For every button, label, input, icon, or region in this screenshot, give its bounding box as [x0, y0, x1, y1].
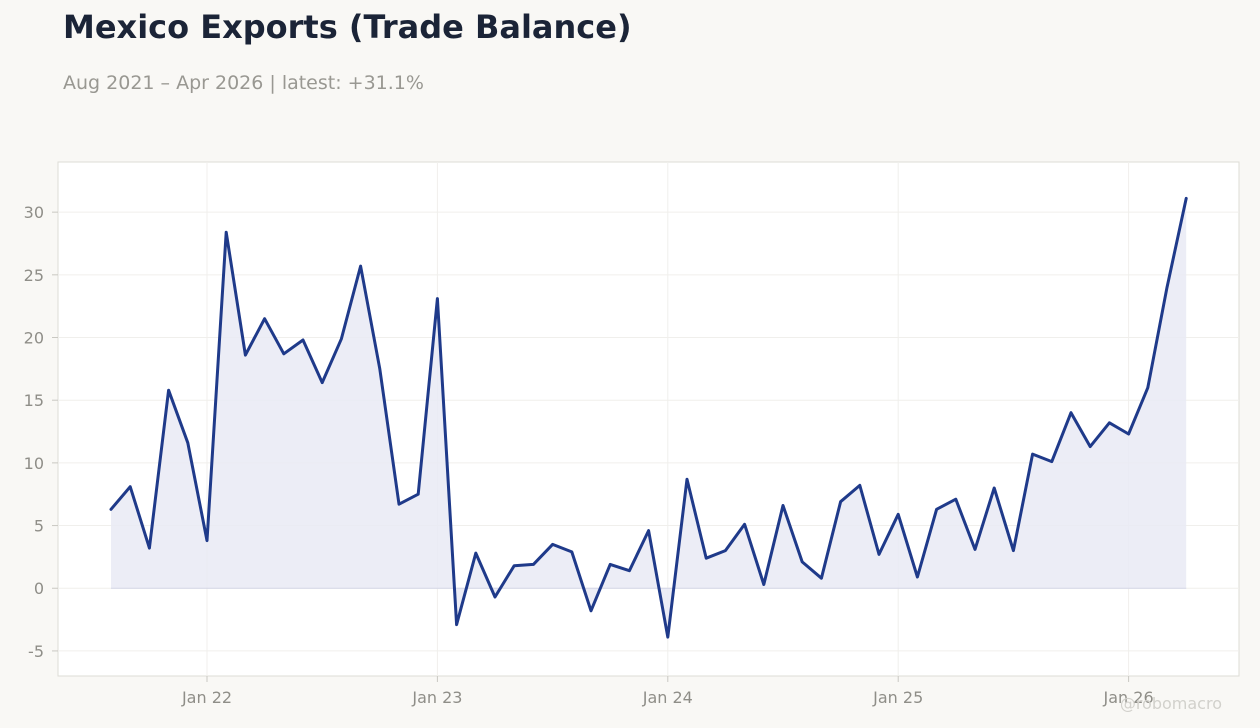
- y-tick-label: 25: [24, 266, 44, 285]
- data-point: [666, 635, 669, 639]
- data-point: [1089, 445, 1092, 448]
- x-tick-label: Jan 25: [872, 688, 923, 707]
- data-point: [513, 564, 516, 567]
- data-point: [493, 595, 497, 599]
- data-point: [839, 500, 842, 503]
- series-points: [109, 197, 1188, 639]
- data-point: [417, 493, 420, 496]
- data-point: [1108, 421, 1111, 424]
- y-tick-label: 15: [24, 391, 44, 410]
- chart-subtitle: Aug 2021 – Apr 2026 | latest: +31.1%: [63, 72, 424, 94]
- data-point: [263, 317, 266, 320]
- data-point: [186, 441, 189, 445]
- data-point: [321, 381, 324, 384]
- chart-title: Mexico Exports (Trade Balance): [63, 8, 632, 46]
- y-axis: -5 0 5 10 15 20 25 30: [24, 203, 58, 661]
- data-point: [167, 388, 170, 392]
- data-point: [647, 529, 650, 532]
- x-tick-label: Jan 24: [642, 688, 693, 707]
- data-point: [820, 577, 823, 580]
- data-point: [973, 548, 977, 551]
- data-point: [109, 508, 113, 511]
- watermark: @robomacro: [1119, 694, 1222, 713]
- data-point: [378, 367, 381, 371]
- data-point: [609, 563, 612, 566]
- data-point: [685, 477, 689, 481]
- data-point: [148, 546, 151, 550]
- data-point: [397, 503, 401, 506]
- y-tick-label: 20: [24, 329, 44, 348]
- data-point: [935, 508, 938, 511]
- data-point: [724, 549, 727, 552]
- data-point: [589, 609, 593, 613]
- y-tick-label: 5: [34, 517, 44, 536]
- data-point: [205, 539, 209, 542]
- data-point: [1127, 432, 1130, 436]
- y-tick-label: -5: [28, 642, 44, 661]
- data-point: [1031, 452, 1034, 456]
- data-point: [858, 484, 861, 487]
- data-point: [474, 551, 477, 555]
- data-point: [340, 337, 343, 340]
- data-point: [897, 513, 900, 516]
- y-tick-label: 10: [24, 454, 44, 473]
- data-point: [225, 231, 228, 234]
- data-point: [129, 485, 132, 488]
- data-point: [244, 353, 247, 357]
- data-point: [551, 543, 554, 546]
- data-point: [532, 563, 535, 566]
- data-point: [282, 352, 285, 356]
- data-point: [570, 550, 573, 554]
- data-point: [436, 297, 439, 300]
- y-tick-label: 0: [34, 579, 44, 598]
- data-point: [628, 569, 631, 572]
- data-point: [1069, 411, 1073, 414]
- data-point: [1185, 197, 1188, 200]
- data-point: [1050, 460, 1054, 463]
- data-point: [455, 623, 458, 626]
- data-point: [762, 583, 765, 586]
- y-tick-label: 30: [24, 203, 44, 222]
- data-point: [954, 498, 957, 501]
- x-tick-label: Jan 23: [411, 688, 462, 707]
- data-point: [743, 523, 746, 526]
- x-tick-label: Jan 26: [1103, 688, 1154, 707]
- data-point: [916, 575, 919, 579]
- data-point: [1146, 386, 1150, 389]
- data-point: [801, 560, 804, 564]
- data-point: [877, 553, 881, 556]
- data-point: [993, 486, 996, 490]
- data-point: [705, 556, 708, 560]
- data-point: [359, 264, 362, 268]
- x-tick-label: Jan 22: [181, 688, 232, 707]
- series-area: [111, 198, 1187, 638]
- data-point: [1012, 549, 1015, 552]
- data-point: [301, 338, 305, 342]
- data-point: [1165, 286, 1169, 289]
- data-point: [781, 504, 785, 507]
- x-axis: Jan 22 Jan 23 Jan 24 Jan 25 Jan 26: [181, 676, 1154, 707]
